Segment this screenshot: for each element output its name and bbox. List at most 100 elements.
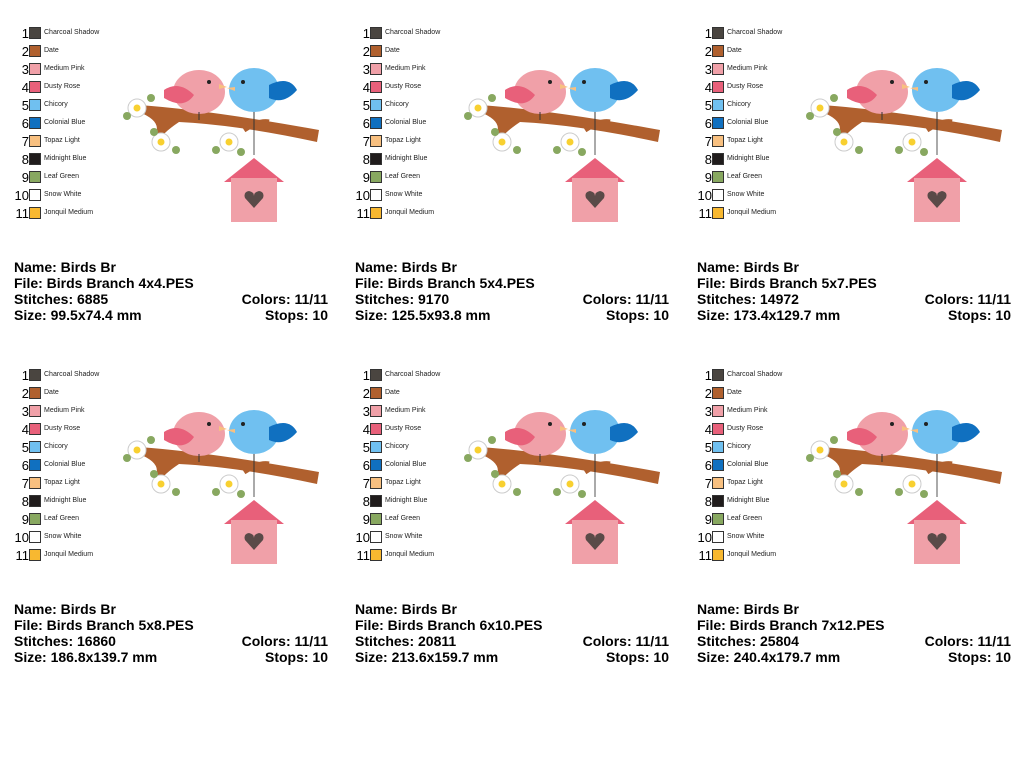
- color-number: 10: [697, 530, 712, 545]
- embroidery-preview-image: [119, 60, 334, 225]
- color-name: Charcoal Shadow: [44, 29, 100, 36]
- design-colors: Colors: 11/11: [241, 633, 328, 649]
- design-file: File: Birds Branch 5x7.PES: [697, 275, 877, 291]
- color-number: 1: [704, 368, 712, 383]
- color-name: Medium Pink: [385, 65, 426, 72]
- color-legend-item: 6 Colonial Blue: [697, 457, 817, 475]
- color-name: Topaz Light: [385, 479, 421, 486]
- color-name: Medium Pink: [44, 65, 85, 72]
- color-legend-item: 10 Snow White: [697, 529, 817, 547]
- color-number: 2: [704, 386, 712, 401]
- color-legend-item: 9 Leaf Green: [355, 169, 475, 187]
- color-swatch: [712, 423, 724, 435]
- color-swatch: [712, 135, 724, 147]
- color-legend-item: 5 Chicory: [697, 439, 817, 457]
- color-legend-item: 2 Date: [355, 43, 475, 61]
- design-card: 1 Charcoal Shadow 2 Date 3 Medium Pink 4…: [697, 25, 1024, 335]
- color-number: 10: [14, 188, 29, 203]
- color-swatch: [370, 153, 382, 165]
- color-name: Topaz Light: [385, 137, 421, 144]
- color-swatch: [712, 63, 724, 75]
- color-name: Leaf Green: [44, 173, 80, 180]
- color-number: 3: [362, 404, 370, 419]
- color-number: 10: [355, 188, 370, 203]
- embroidery-preview-image: [802, 60, 1017, 225]
- color-legend-item: 11 Jonquil Medium: [355, 205, 475, 223]
- color-swatch: [370, 495, 382, 507]
- color-name: Date: [44, 47, 59, 54]
- color-number: 5: [704, 98, 712, 113]
- color-number: 4: [704, 80, 712, 95]
- color-legend-item: 5 Chicory: [14, 97, 134, 115]
- color-swatch: [370, 531, 382, 543]
- color-legend-item: 9 Leaf Green: [697, 169, 817, 187]
- color-legend-item: 8 Midnight Blue: [355, 151, 475, 169]
- design-size: Size: 99.5x74.4 mm: [14, 307, 142, 323]
- color-swatch: [29, 459, 41, 471]
- color-number: 9: [362, 512, 370, 527]
- color-name: Jonquil Medium: [385, 551, 435, 558]
- color-name: Dusty Rose: [385, 425, 422, 432]
- design-stitches: Stitches: 25804: [697, 633, 799, 649]
- color-legend-item: 7 Topaz Light: [355, 133, 475, 151]
- color-legend-item: 8 Midnight Blue: [14, 151, 134, 169]
- color-legend-item: 3 Medium Pink: [355, 403, 475, 421]
- design-name: Name: Birds Br: [14, 601, 116, 617]
- color-legend-item: 11 Jonquil Medium: [14, 547, 134, 565]
- color-swatch: [712, 513, 724, 525]
- color-swatch: [29, 153, 41, 165]
- color-legend-item: 9 Leaf Green: [14, 511, 134, 529]
- design-stitches: Stitches: 14972: [697, 291, 799, 307]
- color-number: 7: [704, 476, 712, 491]
- color-legend-item: 5 Chicory: [14, 439, 134, 457]
- color-legend-item: 1 Charcoal Shadow: [697, 25, 817, 43]
- color-legend-item: 10 Snow White: [355, 529, 475, 547]
- color-number: 9: [362, 170, 370, 185]
- color-number: 10: [14, 530, 29, 545]
- design-stitches: Stitches: 9170: [355, 291, 450, 307]
- color-legend-item: 6 Colonial Blue: [355, 457, 475, 475]
- color-number: 7: [21, 134, 29, 149]
- color-swatch: [29, 387, 41, 399]
- color-swatch: [712, 99, 724, 111]
- color-name: Midnight Blue: [44, 497, 87, 504]
- color-swatch: [712, 45, 724, 57]
- color-name: Colonial Blue: [727, 461, 769, 468]
- color-number: 4: [704, 422, 712, 437]
- color-name: Topaz Light: [44, 479, 80, 486]
- design-card: 1 Charcoal Shadow 2 Date 3 Medium Pink 4…: [355, 367, 685, 677]
- color-swatch: [712, 207, 724, 219]
- design-colors: Colors: 11/11: [924, 633, 1011, 649]
- color-swatch: [370, 63, 382, 75]
- color-swatch: [29, 423, 41, 435]
- color-swatch: [29, 189, 41, 201]
- color-legend-item: 6 Colonial Blue: [697, 115, 817, 133]
- color-swatch: [29, 117, 41, 129]
- color-swatch: [29, 135, 41, 147]
- design-colors: Colors: 11/11: [924, 291, 1011, 307]
- color-swatch: [370, 369, 382, 381]
- design-card: 1 Charcoal Shadow 2 Date 3 Medium Pink 4…: [355, 25, 685, 335]
- color-legend-item: 3 Medium Pink: [697, 61, 817, 79]
- color-name: Date: [727, 47, 742, 54]
- embroidery-preview-image: [802, 402, 1017, 567]
- color-number: 11: [698, 206, 713, 221]
- design-stops: Stops: 10: [264, 307, 328, 323]
- color-swatch: [712, 27, 724, 39]
- color-legend-item: 6 Colonial Blue: [355, 115, 475, 133]
- color-swatch: [29, 549, 41, 561]
- color-legend-item: 9 Leaf Green: [355, 511, 475, 529]
- color-swatch: [712, 495, 724, 507]
- color-swatch: [712, 387, 724, 399]
- color-legend-item: 1 Charcoal Shadow: [697, 367, 817, 385]
- color-name: Dusty Rose: [727, 425, 764, 432]
- color-legend-item: 4 Dusty Rose: [355, 79, 475, 97]
- color-legend-item: 11 Jonquil Medium: [355, 547, 475, 565]
- color-number: 11: [698, 548, 713, 563]
- color-number: 6: [362, 458, 370, 473]
- color-legend-item: 7 Topaz Light: [14, 133, 134, 151]
- color-legend-item: 5 Chicory: [697, 97, 817, 115]
- color-name: Date: [385, 47, 400, 54]
- color-number: 2: [362, 44, 370, 59]
- color-name: Dusty Rose: [727, 83, 764, 90]
